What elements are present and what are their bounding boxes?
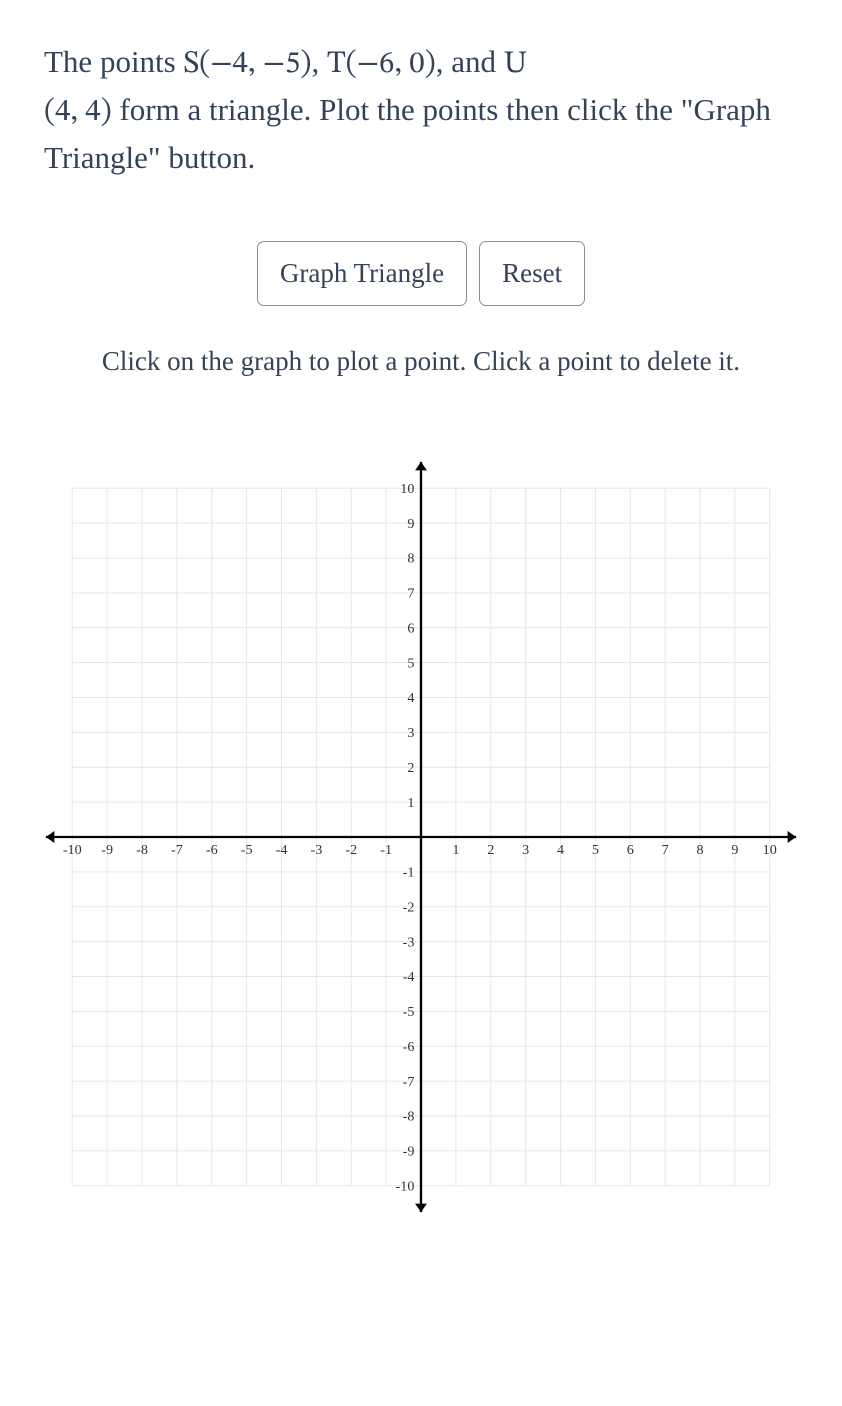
y-tick-label: -7 <box>403 1074 415 1090</box>
graph-triangle-button[interactable]: Graph Triangle <box>257 241 467 306</box>
x-tick-label: 1 <box>452 842 459 858</box>
question-pre: The points <box>44 44 184 79</box>
x-tick-label: -6 <box>206 842 218 858</box>
x-tick-label: 8 <box>696 842 703 858</box>
y-tick-label: 5 <box>407 655 414 671</box>
x-tick-label: -2 <box>345 842 357 858</box>
y-tick-label: 9 <box>407 516 414 532</box>
y-tick-label: -6 <box>403 1039 415 1055</box>
point-s-coords: (−4, −5) <box>199 49 311 80</box>
y-tick-label: -3 <box>403 934 415 950</box>
y-tick-label: -9 <box>403 1144 415 1160</box>
x-tick-label: 10 <box>763 842 777 858</box>
x-tick-label: -5 <box>241 842 253 858</box>
question-sep2: , and <box>436 44 504 79</box>
y-tick-label: -10 <box>396 1178 415 1194</box>
point-u-label: U <box>504 49 527 80</box>
x-tick-label: 5 <box>592 842 599 858</box>
reset-button[interactable]: Reset <box>479 241 585 306</box>
point-t-label: T <box>327 49 346 80</box>
y-tick-label: 6 <box>407 620 414 636</box>
y-tick-label: 10 <box>400 481 414 497</box>
x-tick-label: 9 <box>731 842 738 858</box>
y-tick-label: 4 <box>407 690 414 706</box>
y-tick-label: -8 <box>403 1109 415 1125</box>
x-tick-label: 6 <box>627 842 634 858</box>
y-tick-label: 7 <box>407 586 414 602</box>
y-tick-label: -4 <box>403 969 415 985</box>
coordinate-plane[interactable]: -10 -9 -8 -7 -6 -5 -4 -3 -2 -1 1 2 3 4 5 6 7 8 9 10 -10 -9 -8 -… <box>44 437 798 1237</box>
x-tick-label: -3 <box>310 842 322 858</box>
x-tick-label: 4 <box>557 842 564 858</box>
point-t-coords: (−6, 0) <box>346 49 436 80</box>
x-tick-label: -8 <box>136 842 148 858</box>
x-tick-label: 7 <box>662 842 669 858</box>
hint-text: Click on the graph to plot a point. Clic… <box>44 342 798 381</box>
question-sep1: , <box>311 44 327 79</box>
question-text: The points S(−4, −5), T(−6, 0), and U (4,… <box>44 40 798 181</box>
question-post: form a triangle. Plot the points then cl… <box>44 92 771 175</box>
point-u-coords: (4, 4) <box>44 97 112 128</box>
y-tick-label: 3 <box>407 725 414 741</box>
y-tick-label: 1 <box>407 795 414 811</box>
y-tick-label: -2 <box>403 899 415 915</box>
y-tick-label: 2 <box>407 760 414 776</box>
x-tick-label: -4 <box>276 842 288 858</box>
x-tick-label: -1 <box>380 842 392 858</box>
x-tick-label: -9 <box>101 842 113 858</box>
x-tick-label: 2 <box>487 842 494 858</box>
x-tick-label: 3 <box>522 842 529 858</box>
button-row: Graph Triangle Reset <box>44 241 798 306</box>
y-tick-label: -5 <box>403 1004 415 1020</box>
point-s-label: S <box>184 49 200 80</box>
y-tick-label: 8 <box>407 551 414 567</box>
y-tick-label: -1 <box>403 865 415 881</box>
x-tick-label: -7 <box>171 842 183 858</box>
x-tick-label: -10 <box>63 842 82 858</box>
